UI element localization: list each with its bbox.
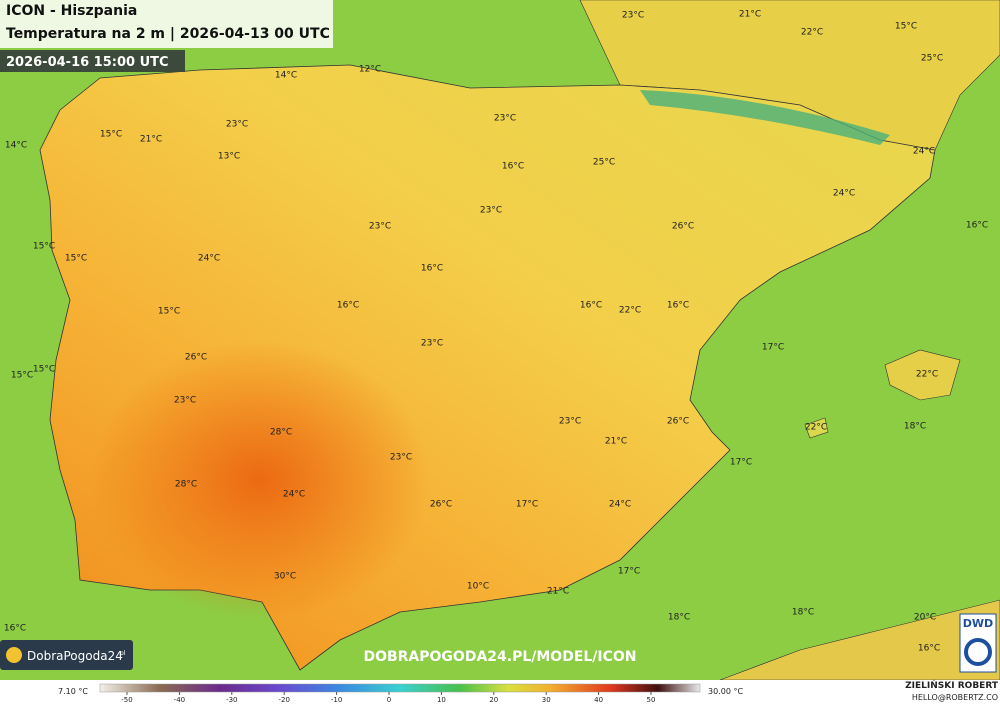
dwd-text: DWD bbox=[963, 617, 993, 630]
temperature-label: 24°C bbox=[283, 490, 305, 500]
temperature-label: 28°C bbox=[175, 480, 197, 490]
temperature-label: 23°C bbox=[622, 11, 644, 21]
temperature-label: 25°C bbox=[921, 54, 943, 64]
colorbar-tick-label: -30 bbox=[226, 696, 237, 704]
temperature-label: 23°C bbox=[480, 206, 502, 216]
temperature-label: 22°C bbox=[619, 306, 641, 316]
temperature-label: 23°C bbox=[369, 222, 391, 232]
temperature-label: 14°C bbox=[5, 141, 27, 151]
temperature-label: 16°C bbox=[421, 264, 443, 274]
temperature-label: 16°C bbox=[580, 301, 602, 311]
temperature-label: 26°C bbox=[185, 353, 207, 363]
colorbar-tick-label: 0 bbox=[387, 696, 391, 704]
colorbar-tick-label: -10 bbox=[331, 696, 342, 704]
temperature-label: 23°C bbox=[390, 453, 412, 463]
temperature-label: 16°C bbox=[918, 644, 940, 654]
temperature-label: 15°C bbox=[100, 130, 122, 140]
dwd-icon bbox=[964, 638, 992, 666]
temperature-label: 24°C bbox=[609, 500, 631, 510]
temperature-label: 12°C bbox=[359, 65, 381, 75]
title: ICON - Hiszpania bbox=[6, 3, 137, 19]
temperature-label: 28°C bbox=[270, 428, 292, 438]
temperature-label: 21°C bbox=[739, 10, 761, 20]
logo-sun bbox=[6, 647, 22, 663]
temperature-label: 15°C bbox=[33, 365, 55, 375]
temperature-label: 17°C bbox=[730, 458, 752, 468]
max-label: 30.00 °C bbox=[708, 687, 743, 696]
title-box bbox=[0, 0, 333, 48]
temperature-label: 16°C bbox=[966, 221, 988, 231]
temperature-label: 22°C bbox=[916, 370, 938, 380]
temperature-label: 23°C bbox=[559, 417, 581, 427]
logo-box bbox=[0, 640, 133, 670]
temperature-label: 20°C bbox=[914, 613, 936, 623]
temperature-label: 26°C bbox=[667, 417, 689, 427]
source-url: DOBRAPOGODA24.PL/MODEL/ICON bbox=[363, 649, 636, 665]
temperature-label: 21°C bbox=[605, 437, 627, 447]
colorbar-tick-label: 30 bbox=[542, 696, 551, 704]
min-label: 7.10 °C bbox=[58, 687, 88, 696]
colorbar-ticks: -50 -40 -30 -20 -10 0 10 20 30 40 50 bbox=[121, 692, 655, 704]
temperature-label: 14°C bbox=[275, 71, 297, 81]
temperature-label: 16°C bbox=[4, 624, 26, 634]
temperature-label: 15°C bbox=[65, 254, 87, 264]
colorbar-tick-label: 10 bbox=[437, 696, 446, 704]
temperature-label: 23°C bbox=[226, 120, 248, 130]
temperature-label: 22°C bbox=[805, 423, 827, 433]
temperature-label: 17°C bbox=[618, 567, 640, 577]
temperature-label: 21°C bbox=[140, 135, 162, 145]
valid-time: 2026-04-16 15:00 UTC bbox=[6, 55, 169, 70]
temperature-label: 16°C bbox=[502, 162, 524, 172]
temperature-label: 23°C bbox=[494, 114, 516, 124]
colorbar-tick-label: 50 bbox=[647, 696, 656, 704]
temperature-label: 24°C bbox=[198, 254, 220, 264]
temperature-label: 24°C bbox=[833, 189, 855, 199]
pyrenees-cold bbox=[640, 90, 890, 145]
temperature-label: 21°C bbox=[547, 587, 569, 597]
ibiza bbox=[804, 417, 829, 439]
temperature-label: 16°C bbox=[667, 301, 689, 311]
temperature-labels: 23°C 21°C 22°C 15°C 25°C 14°C 12°C 15°C 21°C 23°C… bbox=[4, 10, 988, 654]
colorbar-tick-label: -20 bbox=[278, 696, 289, 704]
mallorca bbox=[884, 349, 961, 401]
temperature-label: 24°C bbox=[913, 147, 935, 157]
temperature-label: 15°C bbox=[11, 371, 33, 381]
temperature-label: 22°C bbox=[801, 28, 823, 38]
colorbar bbox=[99, 683, 701, 693]
temperature-label: 15°C bbox=[895, 22, 917, 32]
temperature-label: 23°C bbox=[174, 396, 196, 406]
temperature-label: 15°C bbox=[158, 307, 180, 317]
author-email: HELLO@ROBERTZ.CO bbox=[912, 693, 998, 702]
temperature-label: 25°C bbox=[593, 158, 615, 168]
temperature-label: 18°C bbox=[668, 613, 690, 623]
colorbar-tick-label: -40 bbox=[174, 696, 185, 704]
temperature-label: 26°C bbox=[430, 500, 452, 510]
temperature-label: 26°C bbox=[672, 222, 694, 232]
colorbar-tick-label: 20 bbox=[489, 696, 498, 704]
logo-suffix: pl bbox=[120, 650, 126, 657]
subtitle: Temperatura na 2 m | 2026-04-13 00 UTC bbox=[6, 26, 330, 42]
author-name: ZIELIŃSKI ROBERT bbox=[905, 679, 999, 691]
temperature-label: 15°C bbox=[33, 242, 55, 252]
heat-area bbox=[90, 340, 430, 620]
temperature-label: 17°C bbox=[516, 500, 538, 510]
logo-name: DobraPogoda24 bbox=[27, 649, 123, 663]
colorbar-tick-label: -50 bbox=[121, 696, 132, 704]
temperature-label: 10°C bbox=[467, 582, 489, 592]
colorbar-tick-label: 40 bbox=[594, 696, 603, 704]
time-badge bbox=[0, 50, 185, 72]
temperature-label: 16°C bbox=[337, 301, 359, 311]
temperature-label: 18°C bbox=[904, 422, 926, 432]
temperature-label: 13°C bbox=[218, 152, 240, 162]
temperature-label: 30°C bbox=[274, 572, 296, 582]
temperature-label: 23°C bbox=[421, 339, 443, 349]
temperature-label: 18°C bbox=[792, 608, 814, 618]
temperature-label: 17°C bbox=[762, 343, 784, 353]
